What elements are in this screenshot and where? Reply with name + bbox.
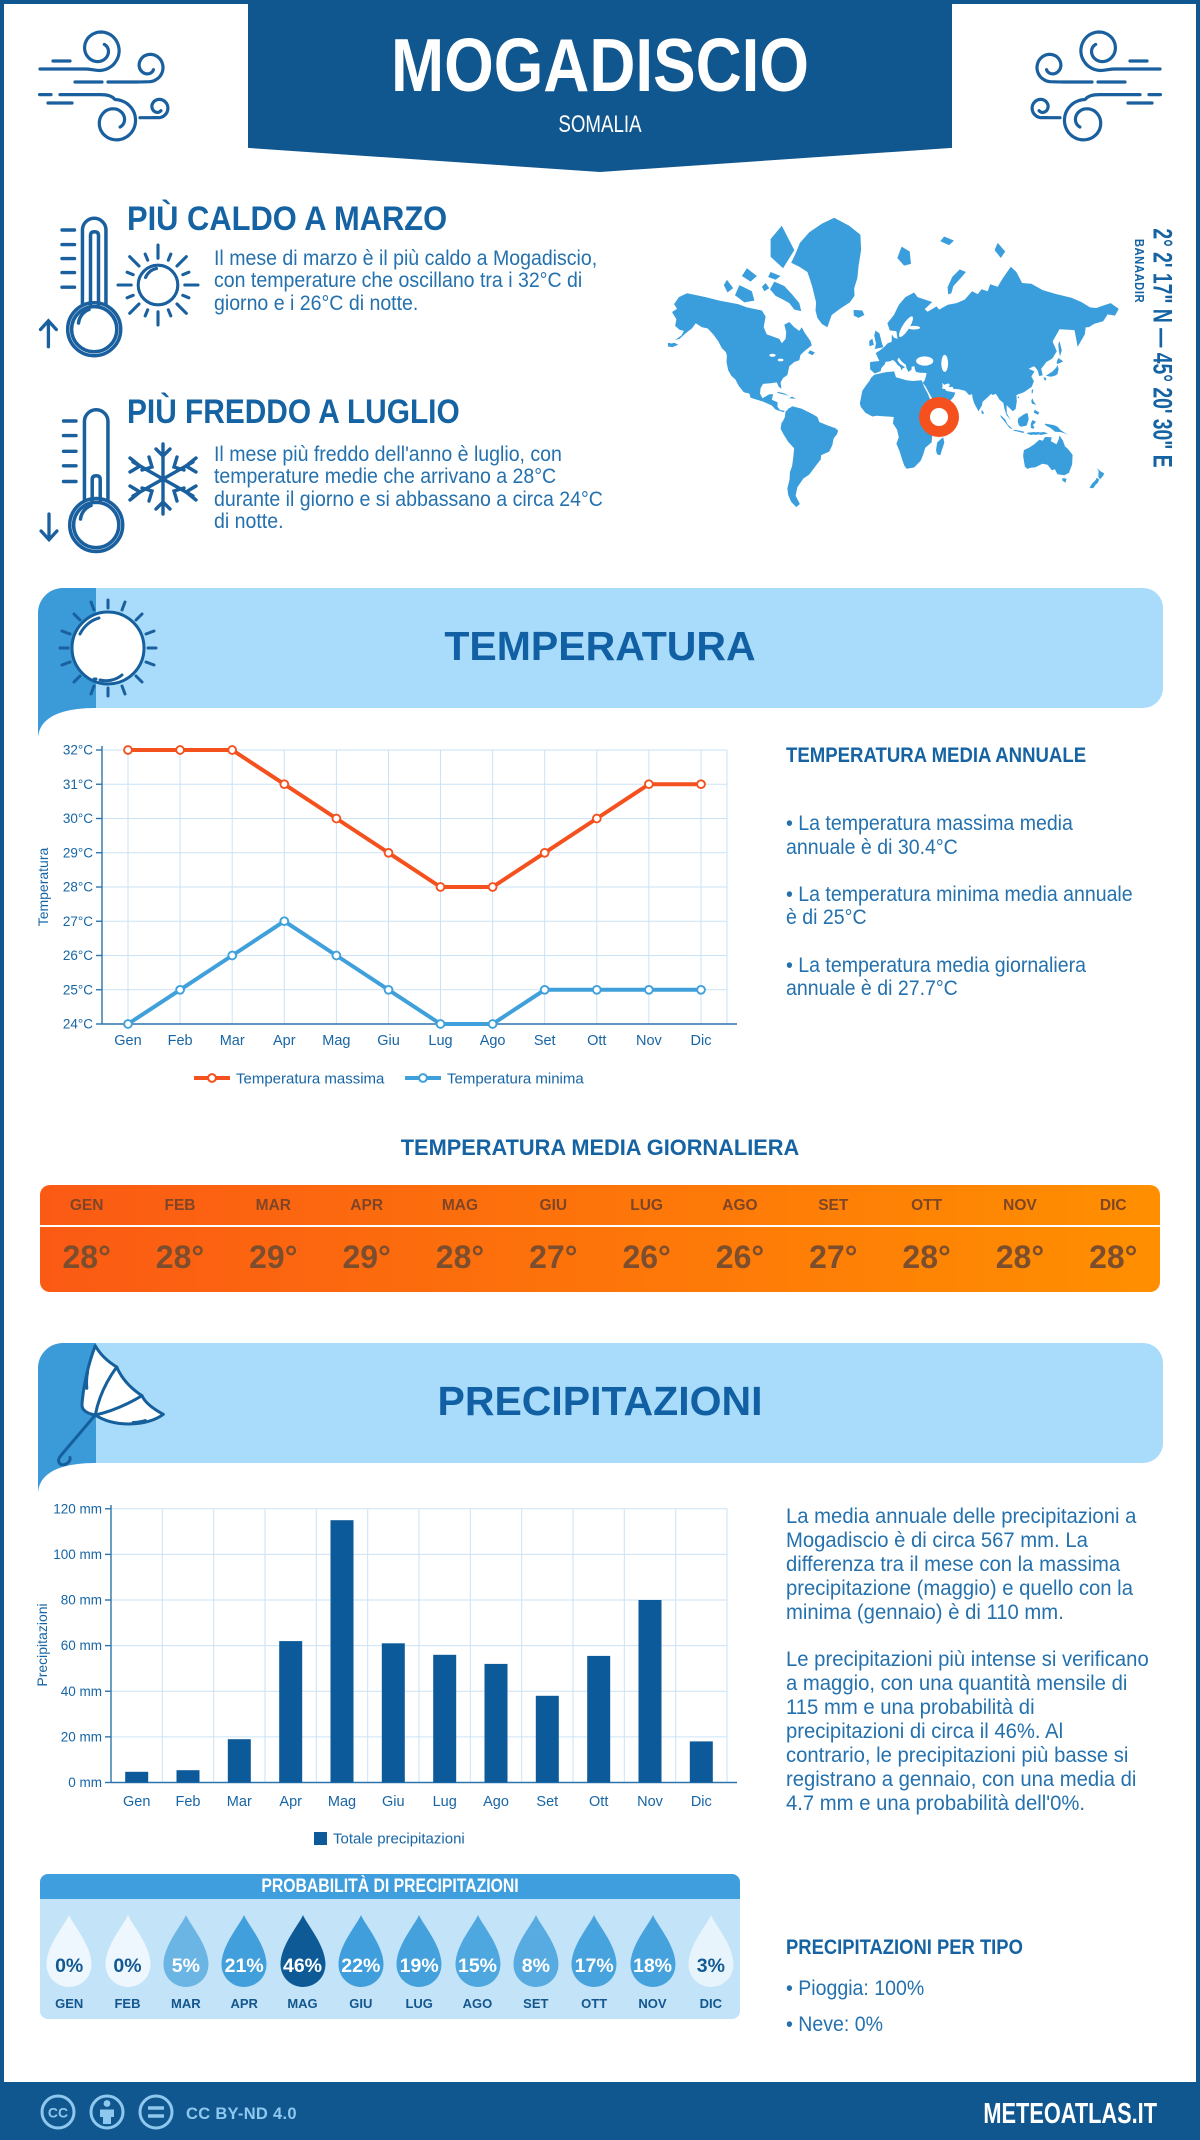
svg-text:Ott: Ott (587, 1033, 606, 1049)
svg-text:40 mm: 40 mm (61, 1684, 102, 1699)
svg-text:Temperatura: Temperatura (35, 847, 51, 926)
svg-text:24°C: 24°C (63, 1017, 93, 1032)
svg-text:Lug: Lug (433, 1794, 457, 1810)
svg-text:28°C: 28°C (63, 880, 93, 895)
svg-text:CC BY-ND 4.0: CC BY-ND 4.0 (186, 2105, 297, 2123)
svg-text:Dic: Dic (691, 1033, 712, 1049)
svg-text:Set: Set (536, 1794, 558, 1810)
svg-text:Apr: Apr (279, 1794, 302, 1810)
svg-text:100 mm: 100 mm (53, 1547, 102, 1562)
svg-text:Giu: Giu (377, 1033, 400, 1049)
svg-text:25°C: 25°C (63, 982, 93, 997)
svg-text:Mar: Mar (227, 1794, 252, 1810)
svg-text:30°C: 30°C (63, 811, 93, 826)
svg-text:CC: CC (48, 2105, 68, 2121)
svg-text:Feb: Feb (168, 1033, 193, 1049)
svg-text:Nov: Nov (636, 1033, 663, 1049)
svg-text:0 mm: 0 mm (68, 1775, 102, 1790)
svg-text:Mag: Mag (322, 1033, 350, 1049)
svg-text:29°C: 29°C (63, 845, 93, 860)
svg-text:Precipitazioni: Precipitazioni (34, 1603, 50, 1686)
svg-text:Dic: Dic (691, 1794, 712, 1810)
svg-text:Lug: Lug (428, 1033, 452, 1049)
svg-text:Ott: Ott (589, 1794, 608, 1810)
svg-text:26°C: 26°C (63, 948, 93, 963)
svg-text:Apr: Apr (273, 1033, 296, 1049)
svg-text:20 mm: 20 mm (61, 1729, 102, 1744)
svg-text:Temperatura minima: Temperatura minima (447, 1071, 584, 1088)
svg-text:Mar: Mar (220, 1033, 245, 1049)
svg-text:60 mm: 60 mm (61, 1638, 102, 1653)
svg-text:Totale precipitazioni: Totale precipitazioni (333, 1831, 465, 1848)
svg-text:Ago: Ago (483, 1794, 509, 1810)
svg-text:Giu: Giu (382, 1794, 405, 1810)
svg-text:Gen: Gen (123, 1794, 150, 1810)
svg-text:80 mm: 80 mm (61, 1593, 102, 1608)
svg-text:Mag: Mag (328, 1794, 356, 1810)
svg-text:27°C: 27°C (63, 914, 93, 929)
svg-text:Feb: Feb (176, 1794, 201, 1810)
svg-text:31°C: 31°C (63, 777, 93, 792)
svg-text:Temperatura massima: Temperatura massima (236, 1071, 385, 1088)
svg-text:Nov: Nov (637, 1794, 664, 1810)
svg-text:Set: Set (534, 1033, 556, 1049)
svg-text:32°C: 32°C (63, 743, 93, 758)
svg-text:Gen: Gen (114, 1033, 141, 1049)
svg-text:120 mm: 120 mm (53, 1501, 102, 1516)
svg-text:Ago: Ago (480, 1033, 506, 1049)
